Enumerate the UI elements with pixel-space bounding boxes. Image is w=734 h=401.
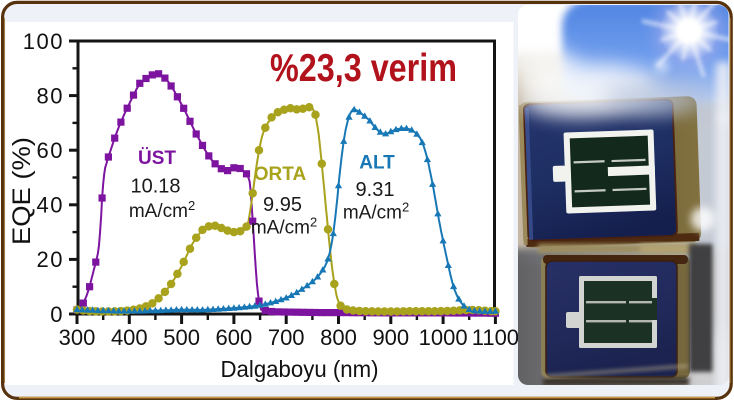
svg-text:0: 0 — [50, 302, 64, 327]
svg-text:EQE (%): EQE (%) — [8, 137, 36, 245]
svg-text:500: 500 — [163, 325, 200, 350]
svg-text:60: 60 — [37, 138, 64, 163]
svg-text:ALT: ALT — [359, 153, 395, 174]
svg-text:10.18: 10.18 — [130, 176, 180, 198]
svg-text:mA/cm2: mA/cm2 — [251, 215, 317, 239]
svg-text:800: 800 — [320, 325, 357, 350]
svg-text:Dalgaboyu (nm): Dalgaboyu (nm) — [221, 356, 379, 382]
svg-text:40: 40 — [37, 193, 64, 218]
svg-text:100: 100 — [23, 29, 64, 54]
svg-text:9.95: 9.95 — [263, 194, 302, 216]
svg-text:9.31: 9.31 — [356, 179, 395, 201]
svg-text:80: 80 — [37, 83, 64, 108]
svg-text:400: 400 — [111, 325, 148, 350]
svg-text:600: 600 — [216, 325, 253, 350]
svg-text:mA/cm2: mA/cm2 — [343, 200, 409, 224]
svg-text:mA/cm2: mA/cm2 — [129, 198, 195, 222]
svg-text:ORTA: ORTA — [254, 164, 307, 185]
svg-text:900: 900 — [372, 325, 409, 350]
svg-text:700: 700 — [268, 325, 305, 350]
svg-text:20: 20 — [37, 247, 64, 272]
svg-text:ÜST: ÜST — [138, 148, 176, 169]
svg-text:%23,3 verim: %23,3 verim — [270, 47, 457, 90]
svg-text:300: 300 — [59, 325, 96, 350]
svg-text:1100: 1100 — [472, 325, 519, 350]
svg-text:1000: 1000 — [419, 325, 468, 350]
